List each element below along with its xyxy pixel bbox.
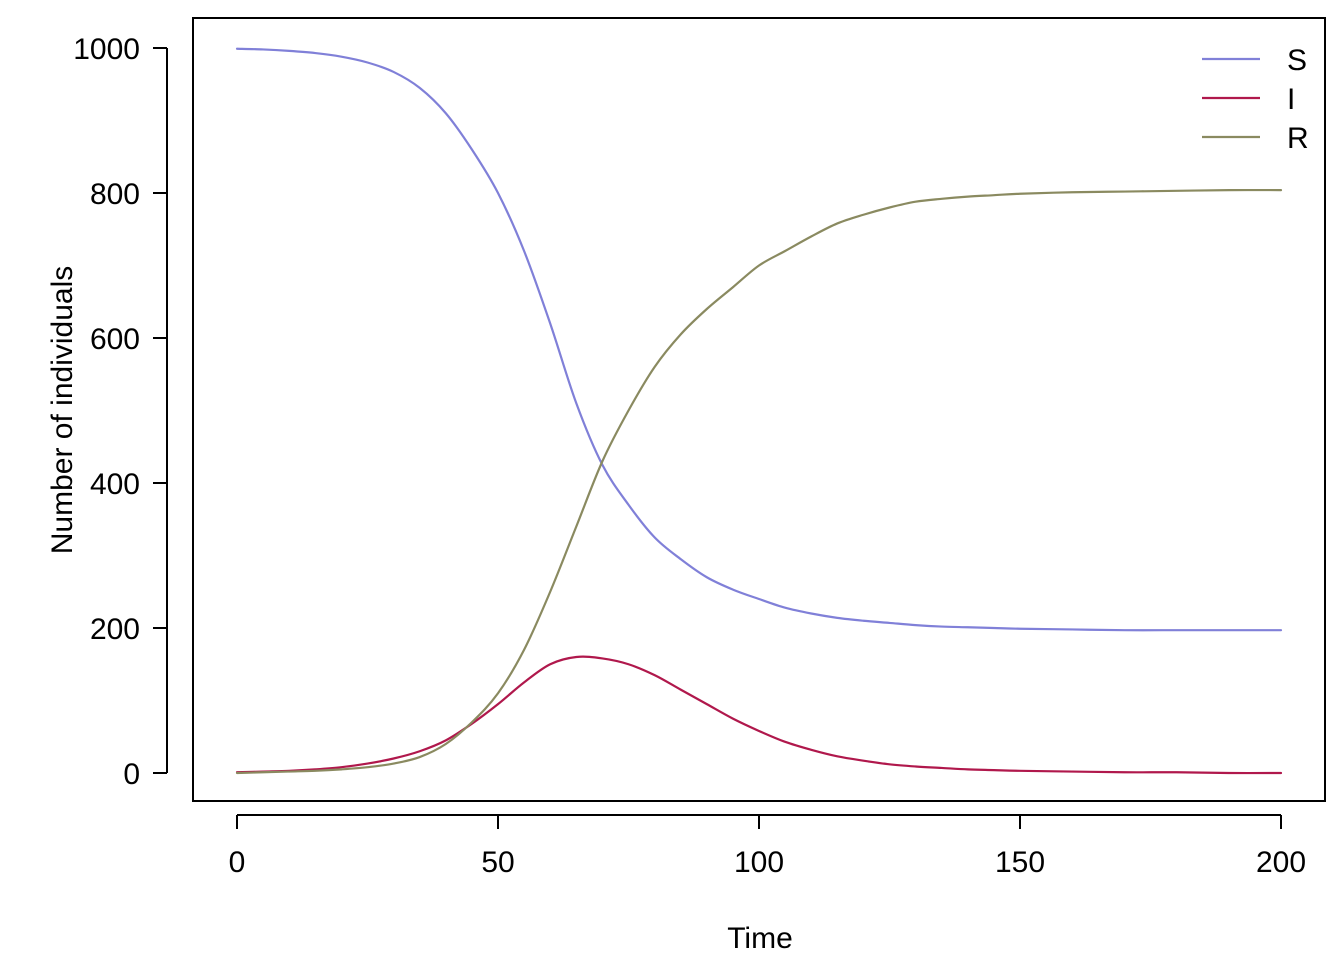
x-tick-label: 50 <box>481 846 514 879</box>
legend-label-r: R <box>1287 122 1309 155</box>
y-tick-label: 400 <box>90 468 140 501</box>
y-tick-label: 600 <box>90 323 140 356</box>
series-line-i <box>235 655 1283 775</box>
legend: SIR <box>1202 44 1309 155</box>
series-line-s <box>235 47 1283 632</box>
x-axis-title: Time <box>727 922 793 955</box>
x-axis: 0 50 100 150 200 <box>229 814 1306 879</box>
y-tick-label: 1000 <box>73 33 140 66</box>
series-line-r <box>235 188 1283 775</box>
y-tick-label: 800 <box>90 178 140 211</box>
x-tick-label: 100 <box>734 846 784 879</box>
y-axis: 0 200 400 600 800 1000 <box>73 33 168 791</box>
x-tick-label: 150 <box>995 846 1045 879</box>
x-tick-label: 0 <box>229 846 246 879</box>
legend-label-i: I <box>1287 83 1295 116</box>
plot-frame <box>192 17 1326 802</box>
y-axis-title: Number of individuals <box>46 266 79 554</box>
series-layer <box>235 47 1283 775</box>
legend-label-s: S <box>1287 44 1307 77</box>
y-tick-label: 0 <box>123 758 140 791</box>
x-tick-label: 200 <box>1256 846 1306 879</box>
y-tick-label: 200 <box>90 613 140 646</box>
